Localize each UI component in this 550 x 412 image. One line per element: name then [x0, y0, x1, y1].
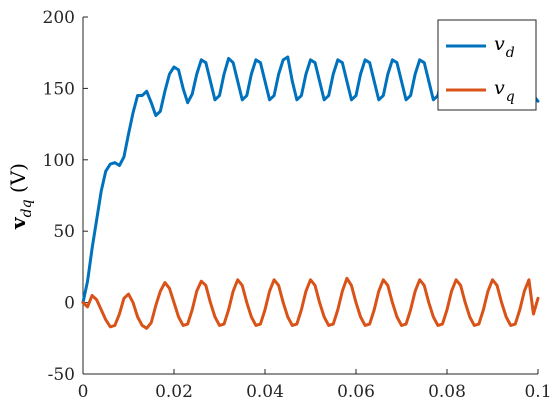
y-axis-label: vdq (V): [6, 163, 35, 230]
y-tick-label: 50: [53, 222, 75, 242]
y-tick-label: 100: [43, 151, 75, 171]
y-tick-label: 200: [43, 8, 75, 28]
y-tick-label: -50: [48, 365, 75, 385]
series-line-vq: [81, 276, 540, 330]
x-tick-label: 0: [78, 382, 89, 402]
y-tick-label: 0: [64, 294, 75, 314]
legend-box: [437, 19, 537, 111]
y-axis-title: vdq (V): [6, 163, 35, 230]
x-tick-label: 0.1: [524, 382, 550, 402]
x-tick-label: 0.04: [246, 382, 284, 402]
x-tick-label: 0.02: [155, 382, 193, 402]
x-tick-label: 0.08: [428, 382, 466, 402]
y-tick-label: 150: [43, 79, 75, 99]
x-tick-label: 0.06: [337, 382, 375, 402]
